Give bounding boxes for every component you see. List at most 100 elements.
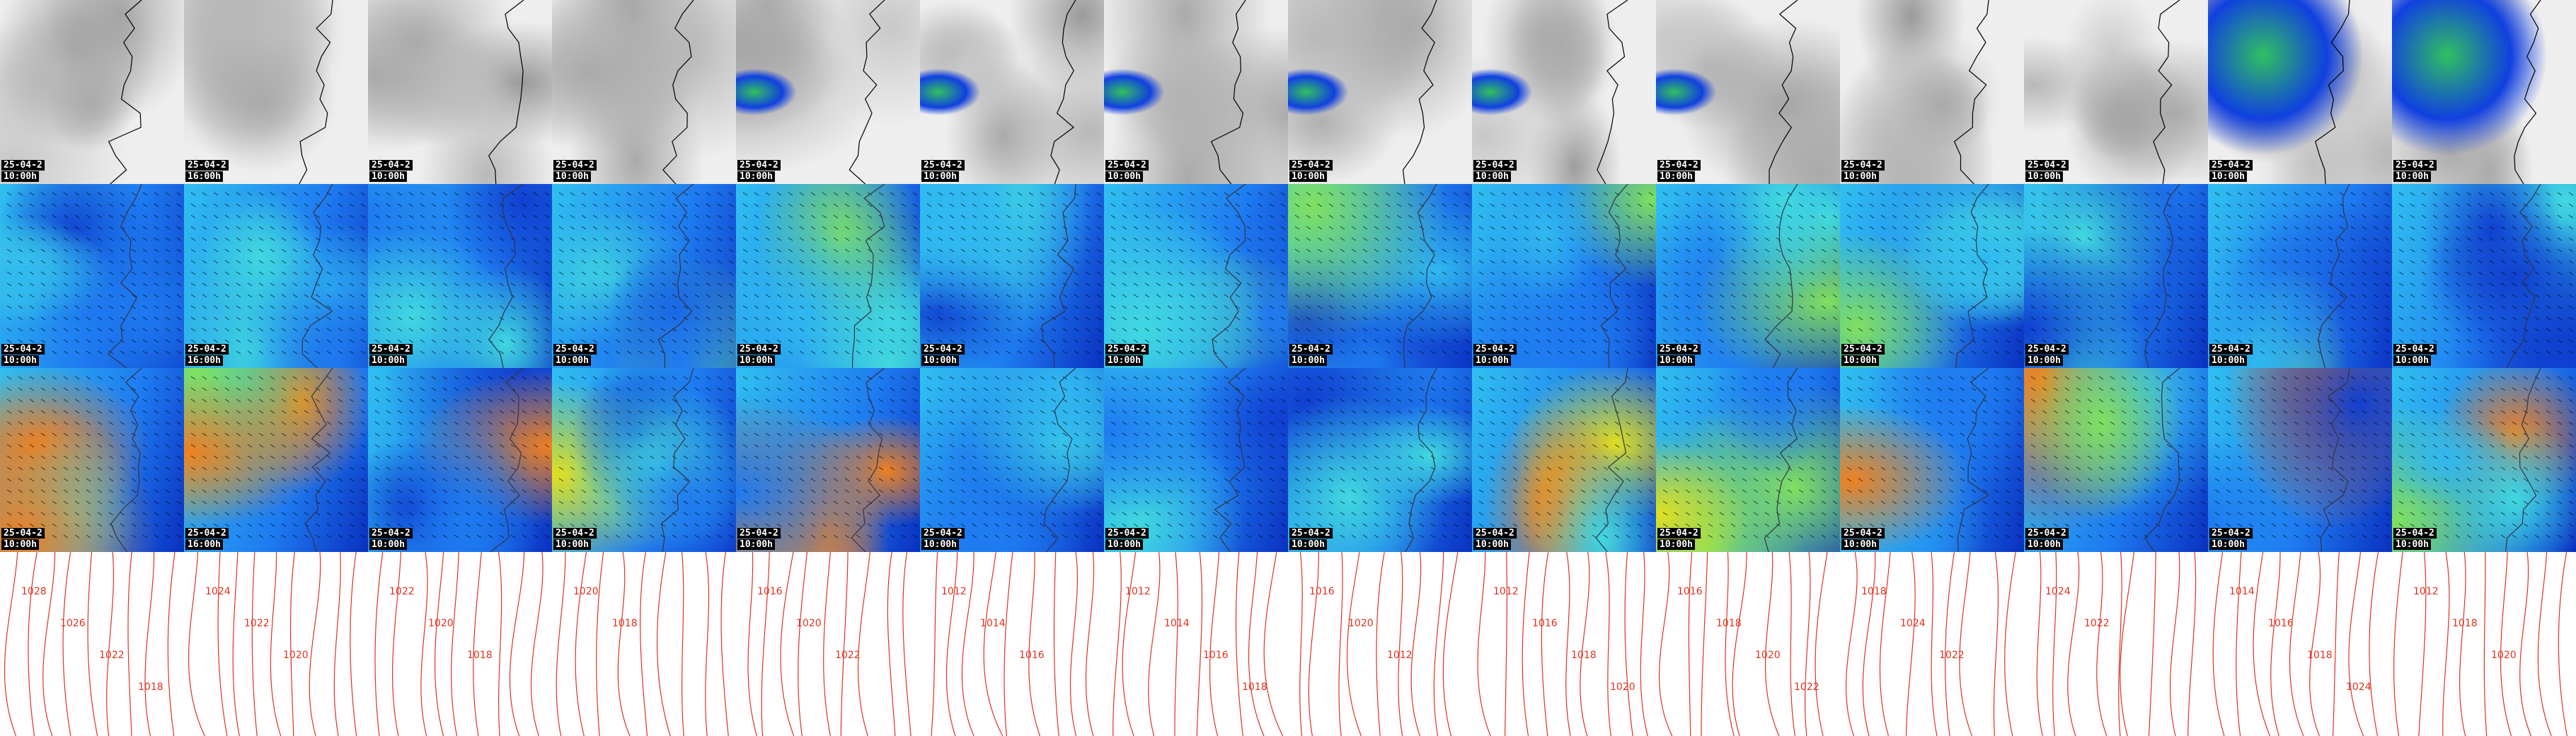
wind-arrow	[1614, 226, 1620, 230]
wind-arrow	[822, 478, 827, 482]
wind-arrow	[236, 305, 241, 309]
wind-arrow	[120, 305, 125, 309]
time-label: 10:00h	[2209, 171, 2247, 182]
wind-arrow	[270, 512, 275, 516]
wind-arrow	[2200, 282, 2206, 287]
wind-arrow	[420, 421, 425, 425]
wind-arrow	[408, 512, 414, 516]
wind-arrow	[165, 444, 171, 448]
wind-arrow	[742, 512, 748, 516]
wind-arrow	[615, 455, 621, 459]
wind-arrow	[86, 500, 91, 505]
wind-arrow	[983, 226, 989, 230]
wind-arrow	[1167, 214, 1173, 219]
wind-arrow	[338, 328, 343, 332]
wind-arrow	[788, 282, 793, 287]
wind-arrow	[510, 523, 516, 527]
wind-arrow	[822, 455, 827, 459]
wind-arrow	[878, 282, 884, 287]
wind-arrow	[1937, 339, 1943, 343]
wind-arrow	[1535, 248, 1541, 253]
wind-arrow	[374, 387, 380, 391]
wind-arrow	[912, 248, 918, 253]
coastline	[2144, 184, 2180, 368]
wind-arrow	[2132, 260, 2138, 264]
wind-arrow	[2132, 316, 2138, 321]
cloud-map: 25-04-2 10:00h	[368, 0, 552, 184]
wind-arrow	[972, 316, 977, 321]
wind-arrow	[142, 466, 148, 471]
wind-arrow	[912, 398, 918, 403]
wind-arrow	[522, 248, 527, 253]
wind-arrow	[1708, 282, 1713, 287]
wind-arrow	[360, 192, 366, 196]
wind-arrow	[2155, 237, 2161, 241]
wind-arrow	[1051, 489, 1057, 493]
wind-arrow	[304, 410, 309, 414]
wind-arrow	[1396, 328, 1402, 332]
wind-arrow	[1442, 328, 1447, 332]
wind-arrow	[74, 203, 80, 207]
wind-arrow	[2226, 294, 2231, 298]
wind-arrow	[2200, 248, 2206, 253]
wind-arrow	[236, 376, 241, 380]
wind-arrow	[604, 237, 609, 241]
wind-arrow	[626, 387, 632, 391]
wind-arrow	[86, 432, 91, 437]
coastline	[304, 368, 333, 552]
wind-arrow	[544, 339, 550, 343]
wind-arrow	[2189, 305, 2195, 309]
wind-map: 25-04-2 10:00h	[1472, 184, 1656, 368]
wind-arrow	[1096, 534, 1102, 539]
wind-arrow	[1994, 248, 1999, 253]
wind-arrow	[706, 432, 711, 437]
wind-arrow	[1294, 248, 1300, 253]
wind-arrow	[431, 455, 437, 459]
wind-arrow	[165, 398, 171, 403]
wind-arrow	[2087, 271, 2093, 275]
wind-arrow	[397, 376, 403, 380]
wind-arrow	[74, 444, 80, 448]
wind-arrow	[1051, 237, 1057, 241]
wind-arrow	[533, 339, 539, 343]
wind-arrow	[431, 350, 437, 355]
wind-arrow	[2362, 350, 2367, 355]
wind-arrow	[672, 432, 677, 437]
wind-arrow	[1017, 294, 1023, 298]
wind-arrow	[615, 421, 621, 425]
wind-arrow	[2030, 339, 2036, 343]
wind-arrow	[86, 398, 91, 403]
wind-arrow	[592, 432, 598, 437]
wind-arrow	[1846, 328, 1852, 332]
wind-arrow	[1753, 316, 1759, 321]
wind-arrow	[1074, 466, 1079, 471]
wind-arrow	[1430, 316, 1436, 321]
wind-arrow	[52, 350, 57, 355]
wind-arrow	[63, 534, 69, 539]
wind-arrow	[1040, 316, 1045, 321]
wind-arrow	[776, 328, 782, 332]
wind-arrow	[176, 203, 182, 207]
wind-arrow	[1419, 203, 1425, 207]
wind-arrow	[810, 282, 816, 287]
wind-arrow	[1190, 248, 1195, 253]
wind-arrow	[2455, 248, 2461, 253]
wind-arrow	[2098, 294, 2104, 298]
wind-arrow	[2432, 226, 2438, 230]
wind-arrow	[683, 500, 689, 505]
wind-arrow	[1626, 192, 1631, 196]
wind-arrow	[408, 398, 414, 403]
wind-arrow	[1178, 387, 1184, 391]
wind-map: 25-04-2 10:00h	[368, 184, 552, 368]
wind-arrow	[1224, 339, 1229, 343]
wind-arrow	[1614, 328, 1620, 332]
wind-arrow	[6, 271, 12, 275]
date-label: 25-04-2	[737, 160, 781, 171]
wind-arrow	[890, 466, 895, 471]
wind-arrow	[1085, 328, 1091, 332]
wind-arrow	[18, 523, 23, 527]
wind-arrow	[338, 203, 343, 207]
time-label: 16:00h	[185, 355, 223, 366]
wind-arrow	[1224, 294, 1229, 298]
wind-arrow	[2098, 260, 2104, 264]
